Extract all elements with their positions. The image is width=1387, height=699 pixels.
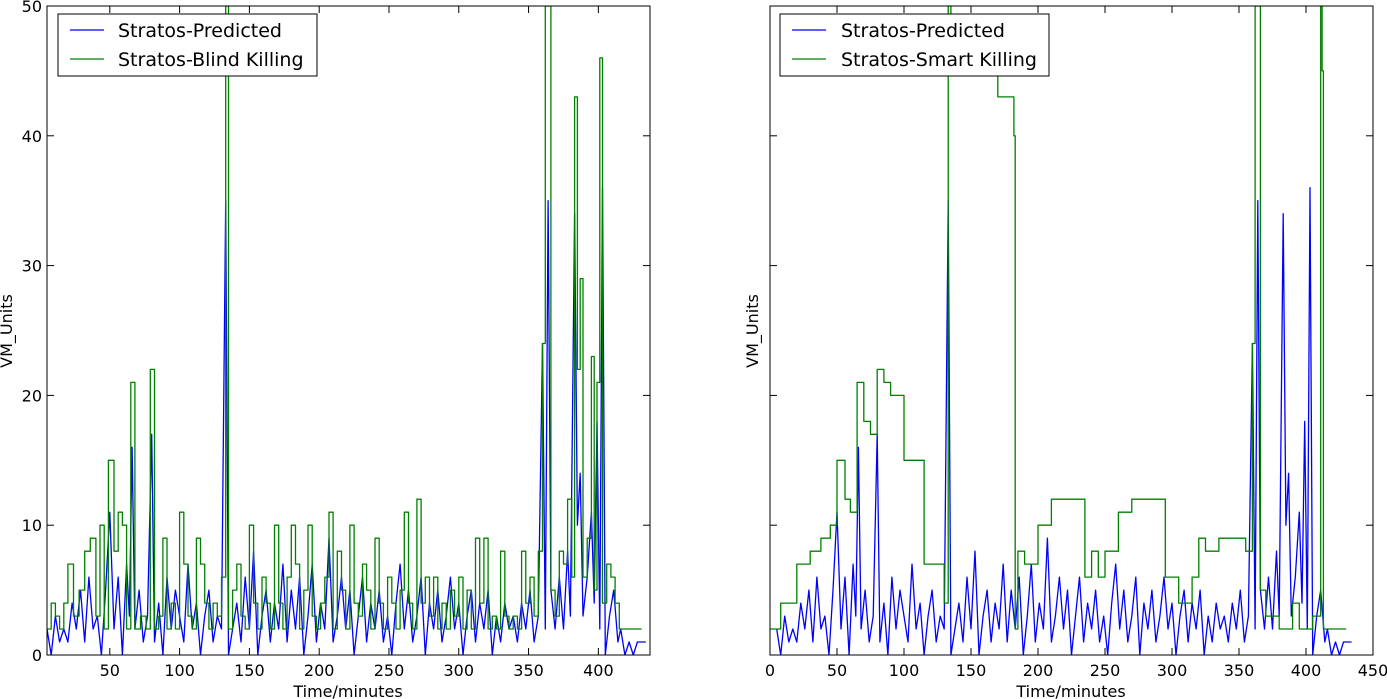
right-legend-label-smart-killing: Stratos-Smart Killing	[841, 49, 1037, 71]
left-plot-lines	[47, 6, 646, 655]
left-series-stratos-blind-killing	[47, 6, 642, 630]
left-y-axis-label: VM_Units	[0, 294, 17, 368]
left-y-tick-label: 40	[22, 127, 42, 146]
right-plot-frame	[769, 5, 1374, 656]
left-y-tick-label: 30	[22, 257, 42, 276]
right-series-stratos-predicted	[776, 187, 1352, 655]
right-x-tick-label: 0	[765, 661, 775, 680]
right-x-tick-label: 400	[1291, 661, 1322, 680]
right-x-tick-label: 450	[1358, 661, 1387, 680]
left-legend: Stratos-Predicted Stratos-Blind Killing	[57, 13, 318, 77]
left-y-tick-label: 50	[22, 0, 42, 16]
left-legend-label-blind-killing: Stratos-Blind Killing	[118, 49, 304, 71]
right-legend-label-predicted: Stratos-Predicted	[841, 20, 1005, 42]
right-series-stratos-smart-killing	[770, 6, 1347, 630]
left-chart-panel: 50 100 150 200 250 300 350 400 0 10 20 30 40 50 Time/…	[0, 0, 651, 699]
right-x-axis-label: Time/minutes	[1015, 682, 1125, 699]
left-y-tick-label: 20	[22, 386, 42, 405]
left-series-stratos-predicted	[47, 187, 646, 655]
left-x-tick-label: 100	[164, 661, 195, 680]
left-plot-frame	[46, 5, 651, 656]
right-x-tick-label: 100	[889, 661, 920, 680]
left-x-tick-label: 350	[513, 661, 544, 680]
left-x-axis-label: Time/minutes	[292, 682, 402, 699]
right-x-tick-label: 200	[1023, 661, 1054, 680]
right-plot-lines	[770, 6, 1352, 655]
right-axis-ticks: 0 50 100 150 200 250 300 350 400 450	[765, 5, 1387, 680]
right-x-tick-label: 50	[827, 661, 847, 680]
left-x-tick-label: 50	[100, 661, 120, 680]
left-y-tick-label: 10	[22, 516, 42, 535]
right-x-tick-label: 350	[1224, 661, 1255, 680]
left-x-tick-label: 150	[234, 661, 265, 680]
right-x-tick-label: 250	[1090, 661, 1121, 680]
right-y-axis-label: VM_Units	[743, 294, 763, 368]
left-x-tick-label: 250	[374, 661, 405, 680]
left-axis-ticks: 50 100 150 200 250 300 350 400 0 10 20 30 40 50	[22, 0, 650, 680]
left-y-tick-label: 0	[32, 646, 42, 665]
left-legend-box	[57, 13, 318, 77]
left-x-tick-label: 300	[443, 661, 474, 680]
left-x-tick-label: 400	[583, 661, 614, 680]
right-x-tick-label: 150	[956, 661, 987, 680]
right-legend-box	[779, 13, 1050, 77]
left-x-tick-label: 200	[304, 661, 335, 680]
right-legend: Stratos-Predicted Stratos-Smart Killing	[779, 13, 1050, 77]
right-chart-panel: 0 50 100 150 200 250 300 350 400 450 Time/minutes…	[743, 5, 1387, 699]
left-legend-label-predicted: Stratos-Predicted	[118, 20, 282, 42]
right-x-tick-label: 300	[1157, 661, 1188, 680]
